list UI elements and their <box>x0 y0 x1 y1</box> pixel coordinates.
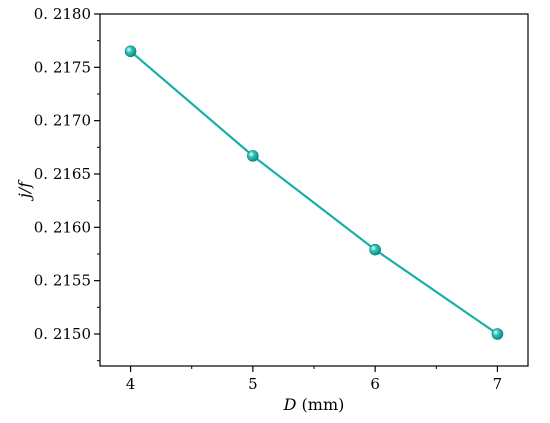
series-line <box>129 50 499 335</box>
x-axis: 4 5 6 7 <box>126 366 502 393</box>
data-point <box>491 328 504 340</box>
x-tick-label: 4 <box>126 375 136 393</box>
data-point <box>124 45 137 58</box>
y-axis-title: j/f <box>15 179 34 201</box>
y-tick-label: 0. 2180 <box>34 5 91 23</box>
plot-area <box>99 13 529 367</box>
x-axis-unit: (mm) <box>296 395 344 414</box>
data-point <box>247 150 259 162</box>
y-tick-label: 0. 2150 <box>34 325 91 343</box>
x-tick-label: 5 <box>248 375 258 393</box>
x-tick-label: 6 <box>370 375 380 393</box>
x-axis-title: D (mm) <box>283 395 345 414</box>
plot-frame <box>99 13 529 367</box>
y-tick-label: 0. 2170 <box>34 112 91 130</box>
series-layer <box>124 45 504 340</box>
y-tick-label: 0. 2155 <box>34 272 91 290</box>
x-tick-label: 7 <box>493 375 503 393</box>
x-axis-variable: D <box>283 395 297 414</box>
y-axis: 0. 2150 0. 2155 0. 2160 0. 2165 0. 2170 0. 21… <box>34 5 100 362</box>
y-tick-label: 0. 2175 <box>34 58 91 76</box>
y-tick-label: 0. 2165 <box>34 165 91 183</box>
data-point <box>369 243 381 256</box>
y-tick-label: 0. 2160 <box>34 218 91 236</box>
